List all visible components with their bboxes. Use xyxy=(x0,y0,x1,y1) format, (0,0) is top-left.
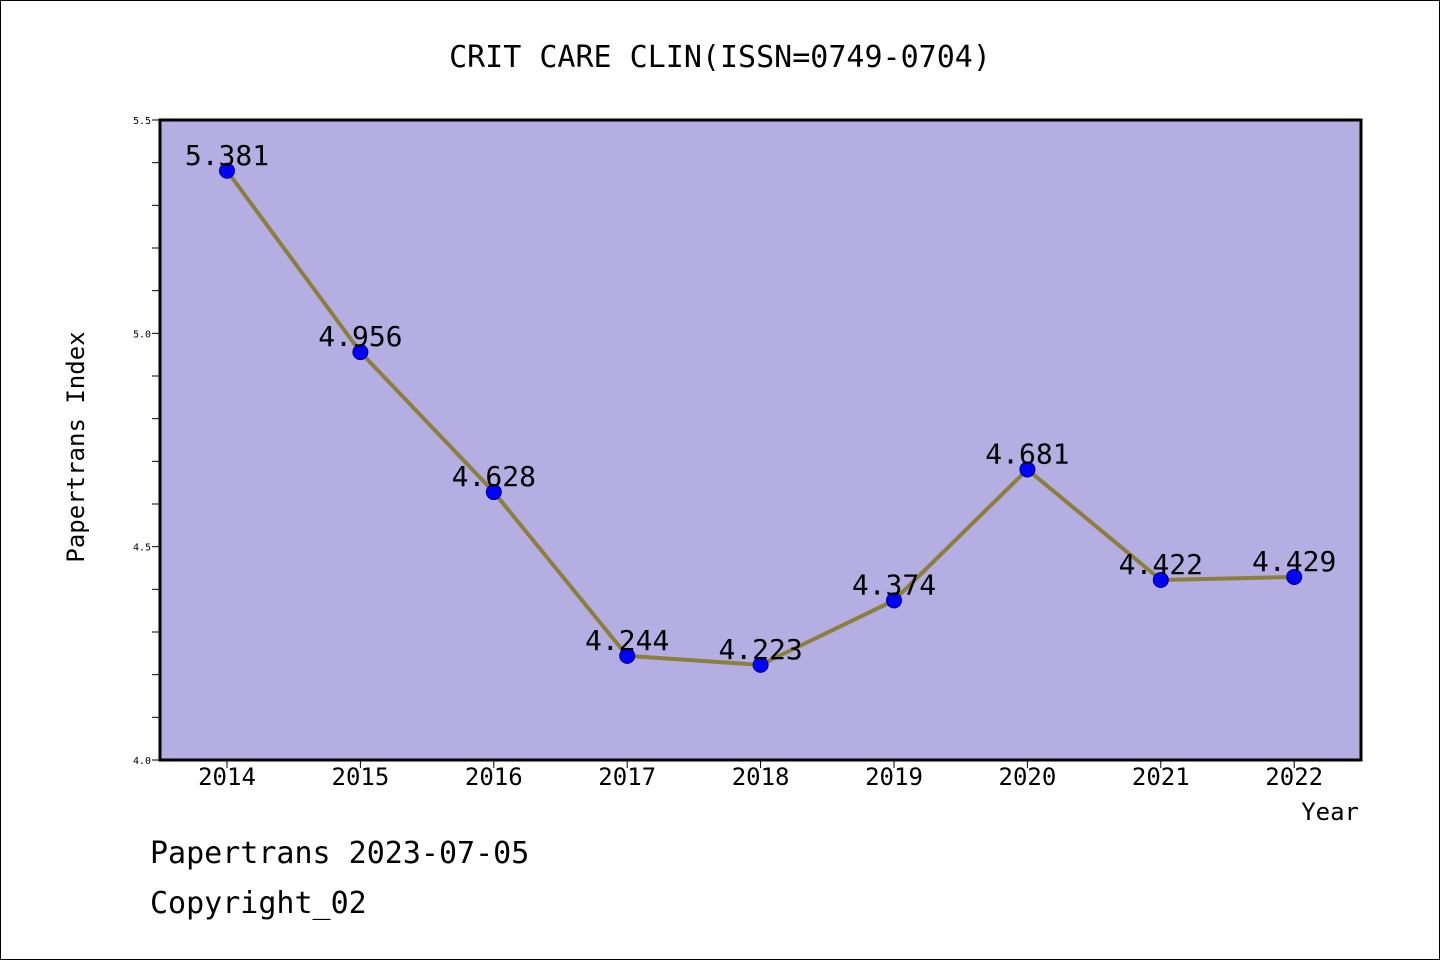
y-tick-label: 4.0 xyxy=(133,756,151,767)
x-tick-label: 2020 xyxy=(999,763,1057,791)
x-tick-label: 2016 xyxy=(465,763,523,791)
data-label-layer: 5.381 4.956 4.628 4.244 4.223 4.374 4.681 4.422… xyxy=(185,139,1336,666)
plot-area xyxy=(158,118,1363,762)
data-point-marker xyxy=(485,484,502,501)
x-axis-label: Year xyxy=(1301,798,1359,826)
x-axis: 2014 2015 2016 2017 2018 2019 2020 2021 2022 xyxy=(198,760,1323,791)
data-label: 4.681 xyxy=(985,437,1069,470)
data-point-marker xyxy=(619,647,636,664)
data-label: 4.223 xyxy=(718,633,802,666)
data-label: 4.628 xyxy=(452,460,536,493)
data-label: 5.381 xyxy=(185,139,269,172)
data-point-marker xyxy=(1019,461,1036,478)
data-label: 4.429 xyxy=(1252,545,1336,578)
data-point-marker xyxy=(352,344,369,361)
x-tick-label: 2017 xyxy=(598,763,656,791)
y-tick-label: 4.5 xyxy=(133,543,151,554)
data-point-marker xyxy=(219,162,235,179)
data-label: 4.244 xyxy=(585,624,669,657)
x-tick-label: 2015 xyxy=(332,763,390,791)
y-axis: 4.0 4.5 5.0 5.5 xyxy=(133,116,160,767)
data-point-marker xyxy=(1286,568,1303,585)
chart-title: CRIT CARE CLIN(ISSN=0749-0704) xyxy=(449,40,991,75)
x-tick-label: 2021 xyxy=(1132,763,1190,791)
x-tick-label: 2019 xyxy=(865,763,923,791)
y-tick-label: 5.5 xyxy=(133,116,151,127)
data-label: 4.956 xyxy=(318,320,402,353)
data-label: 4.374 xyxy=(852,568,936,601)
footer-date: Papertrans 2023-07-05 xyxy=(150,836,530,871)
data-point-marker xyxy=(752,656,769,673)
x-tick-label: 2022 xyxy=(1265,763,1323,791)
y-axis-label: Papertrans Index xyxy=(62,331,90,562)
y-tick-label: 5.0 xyxy=(133,329,151,340)
x-tick-label: 2014 xyxy=(198,763,256,791)
x-tick-label: 2018 xyxy=(732,763,790,791)
data-point-marker xyxy=(886,592,902,609)
footer-copyright: Copyright_02 xyxy=(150,886,367,921)
series-layer xyxy=(219,162,1303,673)
data-point-marker xyxy=(1152,571,1169,588)
data-label: 4.422 xyxy=(1119,548,1203,581)
